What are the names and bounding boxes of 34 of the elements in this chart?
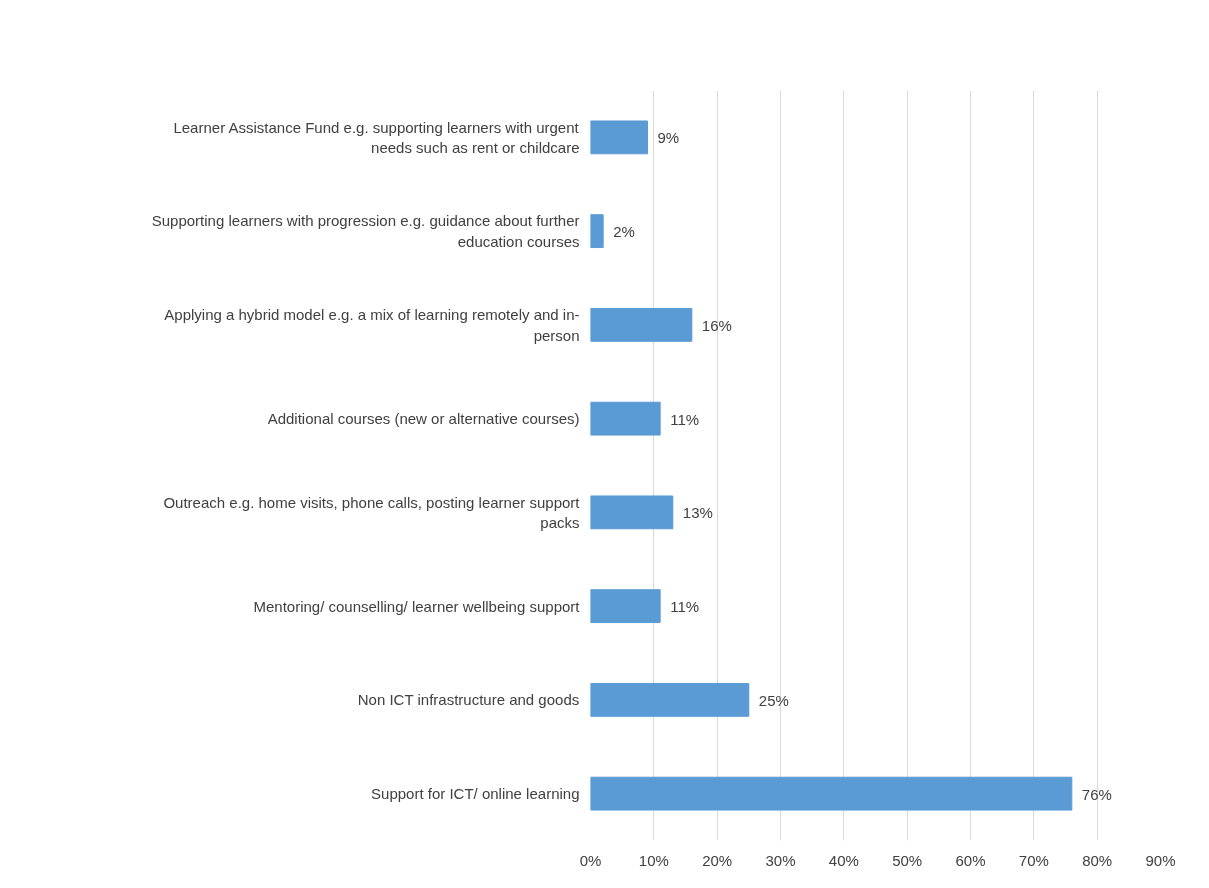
bar [590, 307, 693, 342]
x-tick-label: 80% [1082, 851, 1113, 869]
x-tick-label: 30% [765, 851, 796, 869]
x-tick-label: 0% [579, 851, 602, 869]
bar [590, 120, 648, 155]
y-tick-label: Applying a hybrid model e.g. a mix of learning remotely and in-person [164, 306, 580, 344]
x-tick-label: 40% [828, 851, 859, 869]
x-tick-label: 10% [638, 851, 669, 869]
data-label: 25% [758, 691, 789, 709]
y-tick-label: Supporting learners with progression e.g. guidance about further education courses [151, 212, 580, 250]
bar [590, 495, 674, 530]
bar [590, 589, 661, 624]
y-tick-label: Learner Assistance Fund e.g. supporting learners with urgent needs such as rent or childcare [173, 118, 580, 157]
bar [590, 214, 604, 249]
y-tick-label: Support for ICT/ online learning [371, 785, 580, 803]
data-label: 2% [613, 223, 635, 241]
data-label: 16% [701, 316, 732, 334]
bar [590, 401, 661, 436]
x-tick-label: 60% [955, 851, 986, 869]
x-tick-label: 90% [1145, 851, 1176, 869]
data-label: 11% [670, 410, 700, 428]
y-tick-label: Non ICT infrastructure and goods [357, 691, 580, 709]
bar [590, 776, 1073, 811]
y-tick-label: Additional courses (new or alternative courses) [267, 410, 580, 428]
x-tick-label: 20% [702, 851, 733, 869]
data-label: 11% [670, 598, 700, 616]
bar [590, 682, 750, 717]
x-tick-label: 70% [1018, 851, 1049, 869]
y-tick-label: Mentoring/ counselling/ learner wellbeing support [253, 597, 581, 615]
data-label: 76% [1081, 785, 1112, 803]
data-label: 13% [682, 504, 713, 522]
y-tick-label: Outreach e.g. home visits, phone calls, posting learner support packs [163, 493, 581, 532]
x-tick-label: 50% [892, 851, 923, 869]
data-label: 9% [657, 129, 680, 147]
